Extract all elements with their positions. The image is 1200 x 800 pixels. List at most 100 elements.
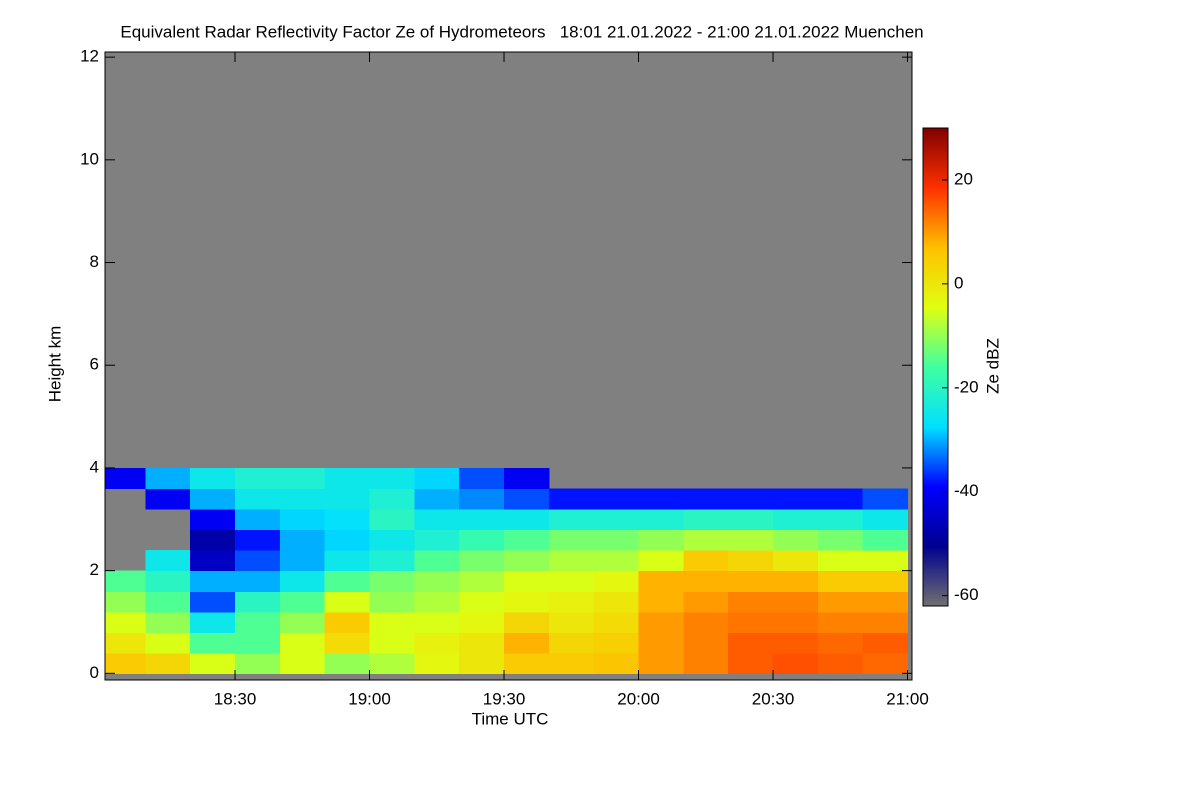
heatmap-cell [459, 529, 505, 551]
heatmap-cell [728, 488, 774, 510]
heatmap-cell [279, 529, 326, 551]
heatmap-cell [683, 529, 729, 551]
heatmap-cell [728, 529, 774, 551]
heatmap-cell [638, 632, 684, 654]
x-tick-label: 20:30 [752, 689, 795, 708]
colorbar-tick-label: -60 [954, 585, 979, 604]
heatmap-cell [145, 550, 191, 572]
heatmap-cell [593, 652, 640, 674]
heatmap-cell [414, 570, 460, 592]
y-tick-label: 8 [90, 252, 99, 271]
heatmap-cell [862, 591, 909, 613]
heatmap-cell [593, 550, 640, 572]
y-axis-label: Height km [45, 326, 64, 403]
heatmap-cell [683, 611, 729, 633]
heatmap-cell [862, 550, 909, 572]
heatmap-cell [105, 611, 146, 633]
chart-title: Equivalent Radar Reflectivity Factor Ze … [120, 22, 923, 41]
heatmap-cell [459, 570, 505, 592]
y-tick-label: 12 [80, 47, 99, 66]
heatmap-cell [817, 591, 864, 613]
heatmap-cell [548, 488, 595, 510]
heatmap-cell [324, 467, 371, 490]
x-tick-label: 21:00 [886, 689, 929, 708]
heatmap-cell [504, 591, 550, 613]
heatmap-cell [279, 652, 326, 674]
heatmap-cell [459, 652, 505, 674]
heatmap-cell [862, 488, 909, 510]
heatmap-cell [190, 652, 236, 674]
heatmap-cell [548, 509, 595, 531]
heatmap-cell [728, 591, 774, 613]
heatmap-cell [145, 488, 191, 510]
heatmap-cell [683, 488, 729, 510]
heatmap-cell [862, 632, 909, 654]
heatmap-cell [235, 591, 281, 613]
heatmap-cell [548, 529, 595, 551]
heatmap-cell [235, 611, 281, 633]
heatmap-cell [638, 591, 684, 613]
heatmap-cell [105, 591, 146, 613]
heatmap-cell [504, 550, 550, 572]
heatmap-cell [414, 550, 460, 572]
heatmap-cell [773, 550, 819, 572]
heatmap-cell [773, 488, 819, 510]
heatmap-cell [190, 570, 236, 592]
y-tick-label: 4 [90, 457, 99, 476]
heatmap-cell [683, 509, 729, 531]
heatmap-cell [683, 652, 729, 674]
heatmap-cell [369, 467, 415, 490]
heatmap-cell [728, 611, 774, 633]
heatmap-cell [548, 611, 595, 633]
heatmap-cell [773, 611, 819, 633]
colorbar-tick-label: 0 [954, 273, 963, 292]
heatmap-cell [817, 509, 864, 531]
heatmap-cell [145, 570, 191, 592]
heatmap-cell [324, 550, 371, 572]
heatmap-cell [728, 550, 774, 572]
heatmap-cell [728, 570, 774, 592]
heatmap-cell [773, 529, 819, 551]
heatmap-cell [504, 488, 550, 510]
heatmap-cell [593, 632, 640, 654]
heatmap-cell [235, 488, 281, 510]
heatmap-cell [593, 529, 640, 551]
heatmap-cell [683, 632, 729, 654]
y-tick-label: 2 [90, 560, 99, 579]
heatmap-cell [459, 467, 505, 490]
heatmap-cell [862, 611, 909, 633]
heatmap-cell [235, 570, 281, 592]
heatmap-cell [369, 632, 415, 654]
heatmap-cell [504, 652, 550, 674]
heatmap-cell [279, 632, 326, 654]
heatmap-cell [190, 509, 236, 531]
x-tick-label: 18:30 [214, 689, 257, 708]
heatmap-cell [235, 632, 281, 654]
heatmap-cell [190, 550, 236, 572]
colorbar-tick-label: -20 [954, 377, 979, 396]
heatmap-cell [504, 509, 550, 531]
heatmap-cell [414, 529, 460, 551]
heatmap-cell [235, 509, 281, 531]
heatmap-cell [105, 652, 146, 674]
heatmap-cell [324, 632, 371, 654]
heatmap-cell [773, 652, 819, 674]
heatmap-cell [459, 488, 505, 510]
heatmap-cell [279, 550, 326, 572]
heatmap-cell [145, 467, 191, 490]
heatmap-cell [504, 529, 550, 551]
heatmap-cell [504, 467, 550, 490]
heatmap-cell [504, 632, 550, 654]
heatmap-cell [279, 488, 326, 510]
heatmap-cell [414, 509, 460, 531]
plot-frame [104, 51, 913, 681]
y-tick-label: 10 [80, 149, 99, 168]
heatmap-cell [593, 591, 640, 613]
heatmap-cell [773, 591, 819, 613]
heatmap-cell [862, 509, 909, 531]
x-tick-label: 19:00 [348, 689, 391, 708]
heatmap-cell [369, 591, 415, 613]
heatmap-cell [459, 611, 505, 633]
heatmap-cell [414, 467, 460, 490]
